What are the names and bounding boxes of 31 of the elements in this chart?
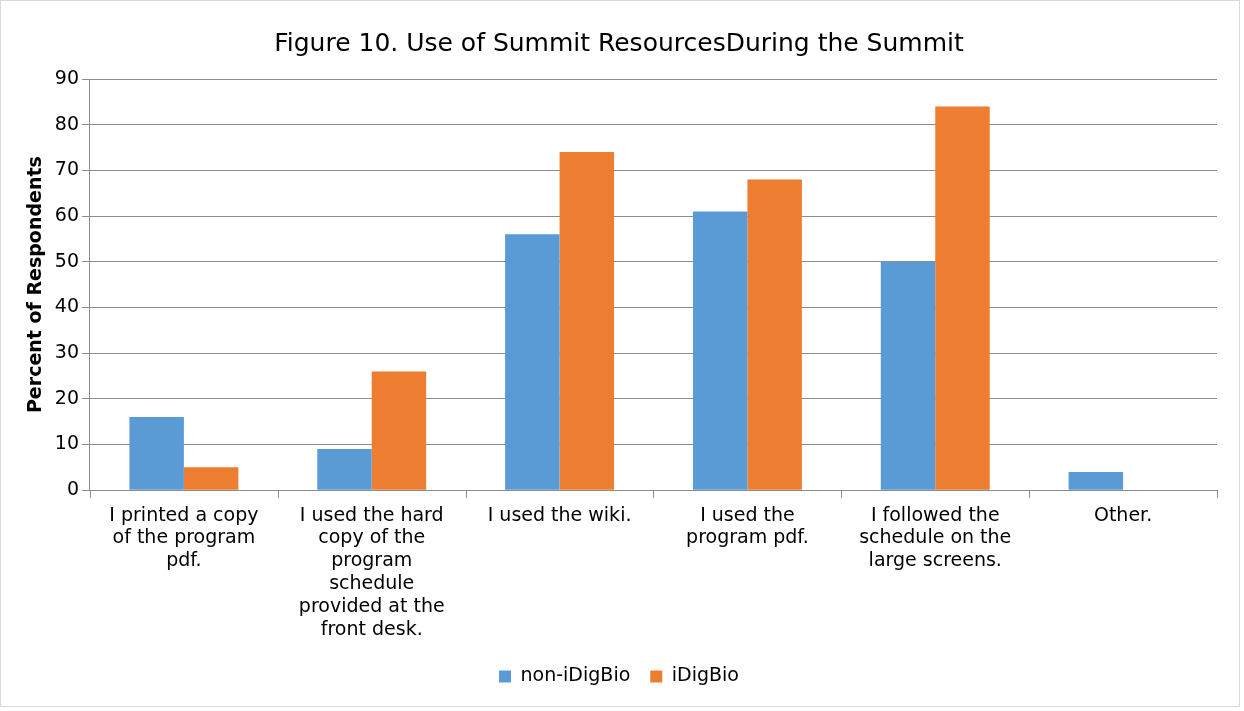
x-tick-label: I followed the schedule on the large screens.	[859, 502, 1012, 571]
y-tick-label: 70	[54, 157, 79, 180]
y-tick-label: 60	[54, 203, 79, 225]
y-tick-label: 80	[54, 111, 79, 134]
bar	[129, 417, 184, 490]
y-tick-label: 90	[54, 65, 79, 88]
bar	[747, 179, 802, 490]
y-tick-label: 30	[54, 340, 79, 363]
x-tick-label: I used the hard copy of the program schedule provided at the front desk.	[298, 502, 445, 639]
bar	[559, 152, 615, 490]
y-axis-title: Percent of Respondents	[23, 156, 46, 414]
x-tick-label: I used the program pdf.	[686, 502, 809, 548]
y-tick-label: 0	[66, 477, 79, 500]
x-tick-label: I used the wiki.	[487, 502, 632, 525]
bar	[880, 261, 936, 490]
bar	[935, 106, 990, 490]
y-tick-label: 40	[54, 294, 79, 317]
chart-title: Figure 10. Use of Summit ResourcesDuring the Summit	[274, 27, 964, 57]
legend-label: non-iDigBio	[520, 663, 631, 686]
y-tick-label: 20	[54, 385, 79, 408]
x-tick-label: I printed a copy of the program pdf.	[109, 502, 259, 571]
x-tick-label: Other.	[1093, 502, 1153, 525]
bar	[1068, 471, 1124, 490]
y-tick-label: 10	[54, 431, 79, 454]
y-tick-label: 50	[54, 248, 79, 271]
bar	[371, 371, 427, 490]
legend-label: iDigBio	[671, 663, 739, 686]
bar	[505, 234, 560, 490]
bar	[183, 467, 239, 490]
bar	[692, 211, 748, 490]
bar	[317, 449, 372, 490]
